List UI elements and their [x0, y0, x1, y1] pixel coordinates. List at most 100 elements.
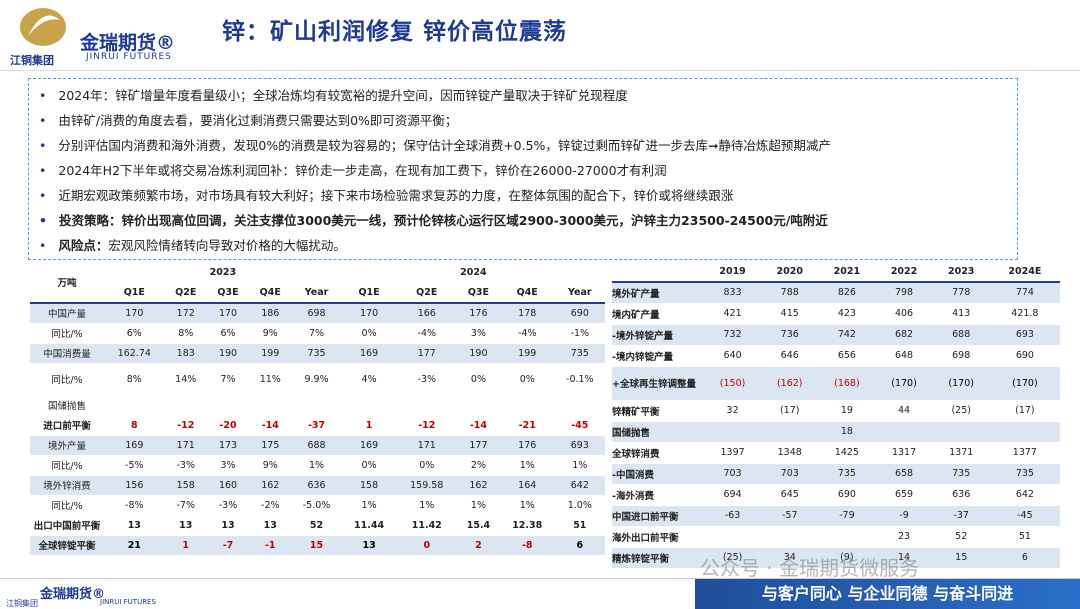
cell: 735	[932, 463, 990, 485]
cell: 169	[341, 343, 397, 364]
cell: 173	[206, 435, 250, 456]
table-row: 境内矿产量 421 415 423 406 413 421.8	[612, 303, 1060, 325]
cell: 1348	[761, 442, 819, 464]
cell: 32	[704, 400, 762, 422]
bullet-text: 2024年：锌矿增量年度看量级小；全球冶炼均有较宽裕的提升空间，因而锌锭产量取决…	[58, 88, 628, 103]
cell: 51	[554, 515, 605, 536]
cell: 0%	[396, 455, 458, 476]
cell: 176	[457, 303, 500, 324]
footer: 金瑞期货® JINRUI FUTURES 江铜集团 与客户同心 与企业同德 与奋…	[0, 578, 1080, 609]
cell: 415	[761, 303, 819, 325]
cell: 645	[761, 484, 819, 506]
bullet-text: 分别评估国内消费和海外消费，发现0%的消费是较为容易的；保守估计全球消费+0.5…	[58, 138, 831, 153]
cell: 703	[761, 463, 819, 485]
column: 2021	[833, 266, 861, 277]
table-row: 中国消费量 162.74 183 190 199 735 169 177 190 199 735	[30, 343, 605, 364]
cell: -9	[875, 505, 933, 527]
column: 2020	[776, 266, 803, 277]
cell: 190	[206, 343, 250, 364]
header-row: Q1E Q2E Q3E Q4E Year Q1E Q2E Q3E Q4E Year	[30, 282, 605, 303]
cell	[875, 421, 933, 443]
cell: 52	[932, 526, 990, 548]
table-row: 锌精矿平衡 32 (17) 19 44 (25) (17)	[612, 400, 1060, 422]
cell	[104, 395, 165, 416]
cell: 698	[932, 345, 990, 367]
cell: 421	[704, 303, 762, 325]
cell: 703	[704, 463, 762, 485]
cell: -7	[206, 535, 250, 556]
cell: 735	[291, 343, 342, 364]
footer-brand-en: JINRUI FUTURES	[100, 598, 156, 606]
row-label: 精炼锌锭平衡	[612, 547, 704, 569]
table-row: 同比/% 6% 8% 6% 9% 7% 0% -4% 3% -4% -1%	[30, 323, 605, 344]
cell: 199	[499, 343, 555, 364]
table-row: 全球锌消费 1397 1348 1425 1317 1371 1377	[612, 442, 1060, 464]
bullet: 近期宏观政策频繁市场，对市场具有较大利好；接下来市场检验需求复苏的力度，在整体氛…	[39, 183, 1017, 208]
cell: 2%	[457, 455, 500, 476]
row-label: 同比/%	[30, 363, 104, 396]
cell: 659	[875, 484, 933, 506]
cell: 178	[499, 303, 555, 324]
cell: 0%	[499, 363, 555, 396]
cell: 162	[249, 475, 292, 496]
cell: -3%	[164, 455, 207, 476]
cell: 1317	[875, 442, 933, 464]
bullet-text: 近期宏观政策频繁市场，对市场具有较大利好；接下来市场检验需求复苏的力度，在整体氛…	[58, 188, 734, 203]
column: Q2E	[175, 286, 197, 298]
cell: 52	[291, 515, 342, 536]
table-row: 精炼锌锭平衡 (25) 34 (9) 14 15 6	[612, 547, 1060, 569]
table-row: -境外锌锭产量 732 736 742 682 688 693	[612, 324, 1060, 346]
row-label: -境外锌锭产量	[612, 324, 704, 346]
bullet-lead: 风险点：	[58, 238, 109, 253]
cell: 735	[818, 463, 876, 485]
cell: -4%	[396, 323, 458, 344]
cell: -8	[499, 535, 555, 556]
cell: -21	[499, 415, 555, 436]
cell: 735	[554, 343, 605, 364]
cell: 698	[291, 303, 342, 324]
cell: 693	[989, 324, 1060, 346]
row-label: -海外消费	[612, 484, 704, 506]
cell: 1.0%	[554, 495, 605, 516]
column: 2019	[719, 266, 746, 277]
table-row: 同比/% -8% -7% -3% -2% -5.0% 1% 1% 1% 1% 1.0%	[30, 495, 605, 516]
row-label: 境外矿产量	[612, 282, 704, 304]
column: 2023	[947, 266, 975, 277]
cell: (170)	[875, 366, 933, 401]
cell: 158	[341, 475, 397, 496]
cell: (25)	[704, 547, 762, 569]
cell: 13	[249, 515, 292, 536]
column: Q3E	[467, 286, 490, 298]
cell: 636	[932, 484, 990, 506]
cell	[761, 526, 819, 548]
cell: 158	[164, 475, 207, 496]
table-row: +全球再生锌调整量 (150) (162) (168) (170) (170) (170)	[612, 366, 1060, 401]
watermark: 公众号 · 金瑞期货微服务	[700, 556, 920, 580]
column: Q1E	[123, 286, 145, 298]
footer-group: 江铜集团	[6, 599, 38, 608]
corner: 万吨	[30, 262, 104, 304]
cell: 0%	[341, 455, 397, 476]
cell: -20	[206, 415, 250, 436]
row-label: 中国消费量	[30, 343, 104, 364]
table-row: 同比/% 8% 14% 7% 11% 9.9% 4% -3% 0% 0% -0.1%	[30, 363, 605, 396]
cell: 183	[164, 343, 207, 364]
table-row: 海外出口前平衡 23 52 51	[612, 526, 1060, 548]
cell: 693	[554, 435, 605, 456]
corner	[612, 262, 704, 282]
table-row: 中国进口前平衡 -63 -57 -79 -9 -37 -45	[612, 505, 1060, 527]
cell: 736	[761, 324, 819, 346]
cell: 11.42	[396, 515, 458, 536]
cell: 9%	[249, 323, 292, 344]
cell: 6	[554, 535, 605, 556]
cell: 1377	[989, 442, 1060, 464]
left-table: 万吨 2023 2024 Q1E Q2E Q3E Q4E Year Q1E Q2E Q3E Q4E Ye…	[30, 262, 605, 556]
row-label: 境外产量	[30, 435, 104, 456]
cell: 21	[104, 535, 165, 556]
cell: 688	[291, 435, 342, 456]
year: 2023	[209, 266, 237, 278]
cell	[164, 395, 207, 416]
cell: 175	[249, 435, 292, 456]
cell: (168)	[818, 366, 876, 401]
row-label: 全球锌消费	[612, 442, 704, 464]
